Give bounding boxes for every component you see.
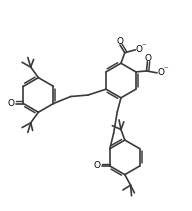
- Text: O: O: [117, 37, 123, 46]
- Text: ⁻: ⁻: [141, 43, 146, 52]
- Text: O: O: [7, 99, 14, 107]
- Text: ⁻: ⁻: [163, 66, 168, 75]
- Text: O: O: [94, 161, 101, 170]
- Text: O: O: [145, 54, 151, 63]
- Text: O: O: [136, 45, 143, 54]
- Text: O: O: [157, 68, 164, 77]
